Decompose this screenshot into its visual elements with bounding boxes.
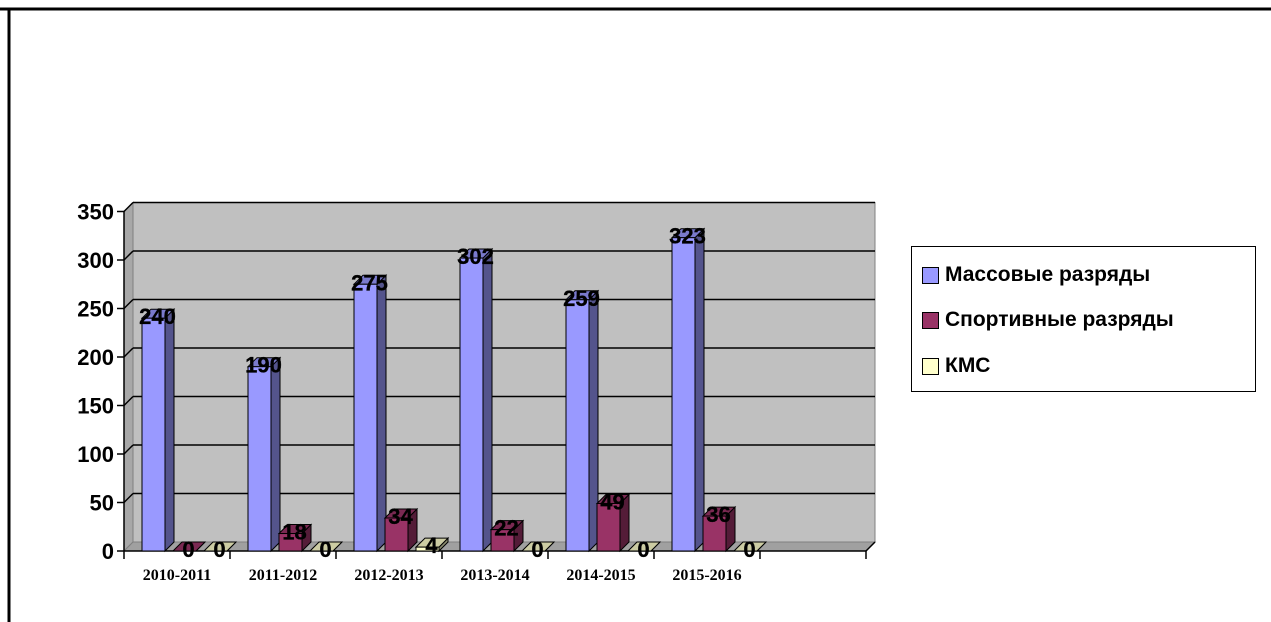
y-tick-label: 250 <box>77 297 114 322</box>
bar-side <box>270 356 281 553</box>
bar <box>565 299 590 552</box>
data-label: 0 <box>531 537 543 562</box>
bar-top <box>171 541 207 552</box>
bar-side <box>164 307 175 553</box>
x-tick-label: 2013-2014 <box>460 567 529 584</box>
data-label: 34 <box>388 504 413 529</box>
legend-label-kms: КМС <box>945 354 991 377</box>
bar <box>384 517 409 552</box>
data-label: 0 <box>213 537 225 562</box>
legend: Массовые разряды Спортивные разряды КМС <box>911 246 1256 392</box>
y-tick-label: 0 <box>102 539 114 564</box>
bar <box>702 515 727 552</box>
bar <box>671 237 696 552</box>
y-tick-label: 350 <box>77 200 114 225</box>
data-label: 4 <box>425 533 438 558</box>
bar-top <box>626 541 662 552</box>
data-label: 36 <box>706 502 730 527</box>
y-tick-label: 150 <box>77 394 114 419</box>
bar <box>459 257 484 552</box>
data-label: 259 <box>563 286 600 311</box>
x-tick-label: 2011-2012 <box>249 567 317 584</box>
data-label: 190 <box>245 353 282 378</box>
bar-top <box>520 541 556 552</box>
data-label: 22 <box>494 516 518 541</box>
bar-side <box>482 247 493 553</box>
data-label: 0 <box>182 537 194 562</box>
legend-swatch-kms <box>922 357 939 375</box>
bar <box>141 317 166 552</box>
y-tick-label: 100 <box>77 442 114 467</box>
gridline-side <box>123 492 134 504</box>
gridline-side <box>123 395 134 407</box>
gridline-side <box>123 347 134 358</box>
y-tick-label: 50 <box>90 491 114 516</box>
bar <box>415 546 440 552</box>
data-label: 0 <box>637 537 649 562</box>
data-label: 18 <box>282 520 306 545</box>
data-label: 302 <box>457 244 494 269</box>
legend-item-mass: Массовые разряды <box>922 260 1150 290</box>
bar <box>278 533 303 552</box>
y-tick-label: 300 <box>77 248 114 273</box>
gridline-side <box>123 201 134 213</box>
bar-top <box>732 541 768 552</box>
legend-item-sport: Спортивные разряды <box>922 305 1174 335</box>
x-axis-end <box>865 541 876 552</box>
bar <box>596 502 621 552</box>
legend-label-sport: Спортивные разряды <box>945 308 1174 331</box>
y-tick-label: 200 <box>77 345 114 370</box>
data-label: 240 <box>139 304 176 329</box>
bar <box>247 366 272 552</box>
bar <box>353 283 378 552</box>
x-tick-label: 2014-2015 <box>566 567 635 584</box>
gridline-side <box>123 298 134 310</box>
gridline-side <box>123 250 134 261</box>
x-tick-label: 2015-2016 <box>672 567 741 584</box>
plot-area: 0 50 100 150 200 250 300 350 2010-2011 2011-2012 2… <box>77 200 877 584</box>
data-label: 0 <box>319 537 331 562</box>
legend-item-kms: КМС <box>922 351 990 381</box>
legend-label-mass: Массовые разряды <box>945 263 1151 286</box>
data-label: 323 <box>669 224 706 249</box>
bar-side <box>694 227 705 553</box>
legend-swatch-mass <box>922 266 939 284</box>
bar-top <box>308 541 344 552</box>
legend-swatch-sport <box>922 311 939 329</box>
x-tick-label: 2010-2011 <box>143 567 211 584</box>
data-label: 49 <box>600 489 624 514</box>
bar <box>490 529 515 552</box>
data-label: 275 <box>351 270 388 295</box>
bar-top <box>202 541 238 552</box>
bar-side <box>376 274 387 553</box>
data-label: 0 <box>743 537 755 562</box>
x-tick-label: 2012-2013 <box>354 567 423 584</box>
gridline-side <box>123 444 134 455</box>
